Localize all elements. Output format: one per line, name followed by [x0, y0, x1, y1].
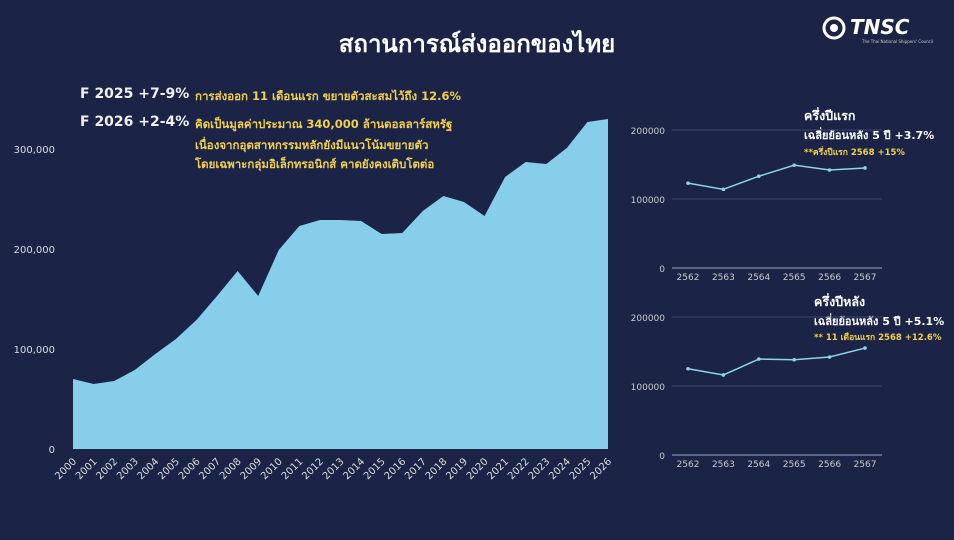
forecast-2026-text: คิดเป็นมูลค่าประมาณ 340,000 ล้านดอลลาร์ส… — [195, 117, 453, 131]
data-point — [863, 346, 867, 350]
data-point — [792, 357, 796, 362]
note-line: เนื่องจากอุตสาหกรรมหลักยังมีแนวโน้มขยายต… — [195, 138, 429, 152]
x-tick-label: 2012 — [300, 456, 326, 482]
x-tick-label: 2018 — [424, 456, 450, 482]
forecast-2026: F 2026 +2-4% — [80, 114, 190, 130]
h2-subtitle: เฉลี่ยย้อนหลัง 5 ปี +5.1% — [814, 315, 945, 328]
y-tick-label: 100000 — [631, 383, 666, 393]
x-tick-label: 2024 — [547, 456, 573, 482]
x-tick-label: 2013 — [321, 456, 347, 482]
page-title: สถานการณ์ส่งออกของไทย — [338, 30, 616, 58]
x-tick-label: 2022 — [506, 456, 532, 482]
x-tick-label: 2567 — [854, 273, 877, 283]
x-tick-label: 2007 — [197, 456, 223, 482]
x-tick-label: 2562 — [677, 460, 700, 470]
x-tick-label: 2006 — [177, 456, 203, 482]
x-tick-label: 2014 — [341, 456, 367, 482]
x-tick-label: 2564 — [747, 273, 770, 283]
forecast-2025-text: การส่งออก 11 เดือนแรก ขยายตัวสะสมไว้ถึง … — [195, 89, 461, 103]
x-tick-label: 2003 — [115, 456, 141, 482]
x-tick-label: 2016 — [383, 456, 409, 482]
x-tick-label: 2025 — [568, 456, 594, 482]
h1-note: **ครึ่งปีแรก 2568 +15% — [804, 148, 905, 158]
h2-note: ** 11 เดือนแรก 2568 +12.6% — [814, 333, 942, 343]
data-point — [686, 366, 690, 371]
y-tick-label: 100000 — [631, 196, 666, 206]
x-tick-label: 2026 — [588, 456, 614, 482]
svg-text:TNSC: TNSC — [850, 15, 910, 39]
x-tick-label: 2566 — [818, 273, 841, 283]
x-tick-label: 2563 — [712, 273, 735, 283]
x-tick-label: 2009 — [239, 456, 265, 482]
data-point — [757, 174, 761, 179]
h1-title: ครึ่งปีแรก — [804, 108, 856, 123]
svg-text:The Thai National Shippers' Co: The Thai National Shippers' Council — [861, 39, 933, 44]
x-tick-label: 2005 — [156, 456, 182, 482]
data-point — [827, 355, 832, 359]
x-tick-label: 2011 — [280, 456, 306, 482]
y-tick-label: 100,000 — [14, 345, 55, 356]
y-tick-label: 0 — [659, 265, 665, 275]
line-series — [687, 347, 866, 376]
note-line: โดยเฉพาะกลุ่มอิเล็กทรอนิกส์ คาดยังคงเติบ… — [195, 157, 435, 171]
x-tick-label: 2001 — [74, 456, 100, 482]
x-tick-label: 2004 — [136, 456, 162, 482]
x-tick-label: 2565 — [783, 273, 806, 283]
x-tick-label: 2017 — [403, 456, 429, 482]
x-tick-label: 2008 — [218, 456, 244, 482]
data-point — [792, 163, 796, 167]
x-tick-label: 2010 — [259, 456, 285, 482]
data-point — [686, 181, 690, 185]
y-tick-label: 200000 — [631, 127, 666, 137]
data-point — [827, 168, 832, 172]
data-point — [721, 373, 726, 377]
area-series — [73, 119, 608, 449]
x-tick-label: 2565 — [783, 460, 806, 470]
y-tick-label: 200,000 — [14, 245, 55, 256]
x-tick-label: 2020 — [465, 456, 491, 482]
data-point — [863, 166, 867, 170]
data-point — [721, 187, 726, 192]
y-tick-label: 200000 — [631, 314, 666, 324]
x-tick-label: 2019 — [444, 456, 470, 482]
x-tick-label: 2023 — [527, 456, 553, 482]
x-tick-label: 2002 — [94, 456, 120, 482]
x-tick-label: 2000 — [53, 456, 79, 482]
h2-title: ครึ่งปีหลัง — [814, 294, 866, 309]
x-tick-label: 2564 — [747, 460, 770, 470]
y-tick-label: 0 — [49, 445, 55, 456]
x-tick-label: 2015 — [362, 456, 388, 482]
h1-subtitle: เฉลี่ยย้อนหลัง 5 ปี +3.7% — [804, 129, 935, 142]
x-tick-label: 2566 — [818, 460, 841, 470]
y-tick-label: 300,000 — [14, 145, 55, 156]
y-tick-label: 0 — [659, 452, 665, 462]
tnsc-logo: TNSC The Thai National Shippers' Council — [820, 12, 945, 48]
x-tick-label: 2562 — [677, 273, 700, 283]
x-tick-label: 2567 — [854, 460, 877, 470]
forecast-2025: F 2025 +7-9% — [80, 86, 190, 102]
line-series — [687, 164, 866, 191]
data-point — [757, 357, 761, 361]
x-tick-label: 2563 — [712, 460, 735, 470]
x-tick-label: 2021 — [485, 456, 511, 482]
